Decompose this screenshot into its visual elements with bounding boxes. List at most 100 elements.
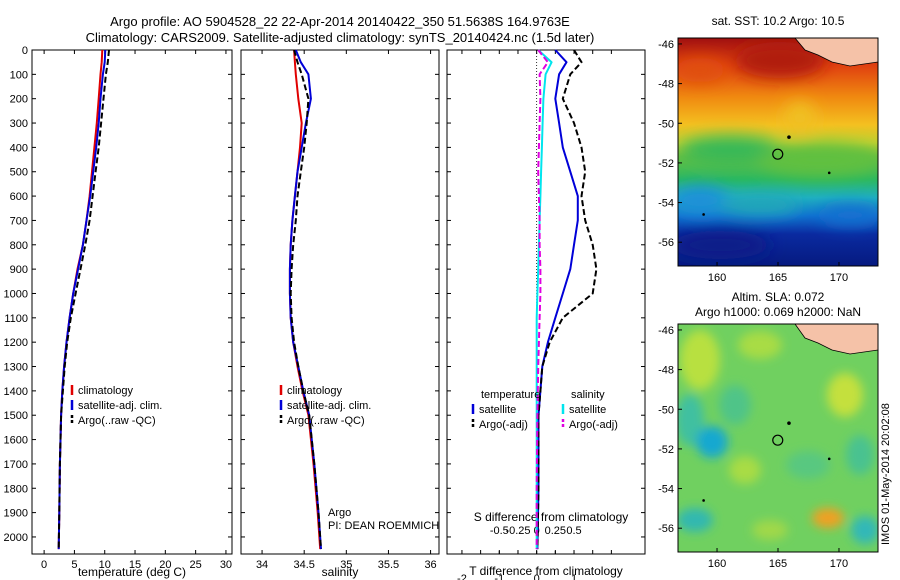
y-tick-label: 200 bbox=[10, 94, 28, 106]
x-tick-label: 20 bbox=[159, 559, 171, 571]
map-y-tick-label: -52 bbox=[658, 158, 674, 170]
legend-entry: satellite bbox=[569, 404, 606, 416]
map-y-tick-label: -54 bbox=[658, 484, 674, 496]
x-tick-label: 30 bbox=[220, 559, 232, 571]
figure-title-line2: Climatology: CARS2009. Satellite-adjuste… bbox=[86, 30, 595, 45]
y-tick-label: 800 bbox=[10, 240, 28, 252]
x-tick-label: 15 bbox=[129, 559, 141, 571]
series-line-3 bbox=[535, 49, 549, 550]
map-y-tick-label: -46 bbox=[658, 325, 674, 337]
x-tick-label: 0 bbox=[41, 559, 47, 571]
map-x-tick-label: 160 bbox=[708, 558, 726, 570]
secondary-tick-label: 0.5 bbox=[566, 525, 581, 537]
map-y-tick-label: -48 bbox=[658, 79, 674, 91]
series-line-1 bbox=[536, 49, 598, 550]
map-x-tick-label: 165 bbox=[769, 272, 787, 284]
y-tick-label: 100 bbox=[10, 69, 28, 81]
y-tick-label: 1100 bbox=[4, 313, 28, 325]
y-tick-label: 2000 bbox=[4, 532, 28, 544]
x-axis-label: temperature (deg C) bbox=[78, 565, 186, 579]
y-tick-label: 600 bbox=[10, 191, 28, 203]
timestamp-stamp: IMOS 01-May-2014 20:02:08 bbox=[880, 403, 892, 545]
sla-map-title-line2: Argo h1000: 0.069 h2000: NaN bbox=[695, 305, 861, 319]
x-tick-label: 35.5 bbox=[378, 559, 399, 571]
y-tick-label: 1400 bbox=[4, 386, 28, 398]
y-tick-label: 300 bbox=[10, 118, 28, 130]
y-tick-label: 0 bbox=[22, 45, 28, 57]
secondary-tick-label: 0.25 bbox=[545, 525, 566, 537]
x-axis-label-secondary: S difference from climatology bbox=[474, 510, 629, 524]
island-marker bbox=[827, 457, 831, 461]
x-tick-label: 1 bbox=[571, 573, 577, 580]
figure-title-line1: Argo profile: AO 5904528_22 22-Apr-2014 … bbox=[110, 14, 570, 29]
map-y-tick-label: -56 bbox=[658, 237, 674, 249]
x-tick-label: -1 bbox=[494, 573, 504, 580]
island-marker bbox=[827, 171, 831, 175]
map-x-tick-label: 165 bbox=[769, 558, 787, 570]
x-tick-label: 0 bbox=[534, 573, 540, 580]
map-y-tick-label: -50 bbox=[658, 118, 674, 130]
y-tick-label: 1700 bbox=[4, 459, 28, 471]
x-axis-label: T difference from climatology bbox=[469, 564, 623, 578]
map-x-tick-label: 170 bbox=[830, 558, 848, 570]
plot-frame bbox=[446, 49, 646, 555]
map-y-tick-label: -46 bbox=[658, 39, 674, 51]
x-tick-label: 34 bbox=[256, 559, 268, 571]
y-tick-label: 400 bbox=[10, 142, 28, 154]
series-line-2 bbox=[57, 49, 110, 550]
legend-entry: Argo(..raw -QC) bbox=[78, 415, 156, 427]
y-tick-label: 1500 bbox=[4, 410, 28, 422]
legend-entry: climatology bbox=[78, 385, 134, 397]
salinity-profile-panel: 34 34.5 35 35.5 36 salinity climatology satelli… bbox=[240, 49, 440, 579]
legend-col1-title: temperature bbox=[481, 389, 540, 401]
y-tick-label: 1000 bbox=[4, 288, 28, 300]
x-tick-label: 10 bbox=[99, 559, 111, 571]
x-tick-label: 25 bbox=[190, 559, 202, 571]
argo-position-marker bbox=[772, 434, 784, 446]
annotation-pi: PI: DEAN ROEMMICH bbox=[328, 520, 439, 532]
plot-frame bbox=[240, 49, 440, 555]
legend-entry: Argo(-adj) bbox=[479, 419, 528, 431]
legend-entry: satellite bbox=[479, 404, 516, 416]
map-y-tick-label: -54 bbox=[658, 198, 674, 210]
y-tick-label: 1200 bbox=[4, 337, 28, 349]
x-tick-label: 36 bbox=[424, 559, 436, 571]
argo-position-marker bbox=[772, 148, 784, 160]
island-marker bbox=[702, 499, 705, 502]
difference-profile-panel: -2 -1 0 1T difference from climatology S dif… bbox=[446, 49, 646, 580]
x-tick-label: 35 bbox=[340, 559, 352, 571]
sst-map-panel: sat. SST: 10.2 Argo: 10.5 bbox=[678, 14, 878, 266]
legend-entry: satellite-adj. clim. bbox=[78, 400, 162, 412]
y-tick-label: 1900 bbox=[4, 508, 28, 520]
map-axes-3: 160 165 170 -46 -48 -50 -52 -54 -56 bbox=[658, 37, 879, 284]
y-tick-label: 700 bbox=[10, 215, 28, 227]
map-x-tick-label: 170 bbox=[830, 272, 848, 284]
map-y-tick-label: -50 bbox=[658, 404, 674, 416]
island-marker bbox=[702, 213, 705, 216]
legend-entry: Argo(-adj) bbox=[569, 419, 618, 431]
x-tick-label: -2 bbox=[457, 573, 467, 580]
temperature-profile-panel: 0 5 10 15 20 25 300100200300400500600700800900… bbox=[4, 45, 233, 579]
y-tick-label: 1300 bbox=[4, 362, 28, 374]
secondary-tick-label: -0.5 bbox=[490, 525, 509, 537]
island-marker bbox=[787, 421, 791, 425]
annotation-argo: Argo bbox=[328, 507, 351, 519]
y-tick-label: 900 bbox=[10, 264, 28, 276]
x-tick-label: 34.5 bbox=[293, 559, 314, 571]
series-line-2 bbox=[535, 49, 553, 550]
y-tick-label: 1800 bbox=[4, 483, 28, 495]
sla-map-field bbox=[678, 324, 878, 552]
secondary-tick-label: -0.25 bbox=[505, 525, 530, 537]
y-tick-label: 500 bbox=[10, 167, 28, 179]
sla-map-title-line1: Altim. SLA: 0.072 bbox=[732, 290, 825, 304]
legend-col2-title: salinity bbox=[571, 389, 605, 401]
legend-entry: climatology bbox=[287, 385, 343, 397]
x-tick-label: 5 bbox=[71, 559, 77, 571]
map-y-tick-label: -48 bbox=[658, 365, 674, 377]
legend-entry: Argo(..raw -QC) bbox=[287, 415, 365, 427]
map-x-tick-label: 160 bbox=[708, 272, 726, 284]
map-y-tick-label: -52 bbox=[658, 444, 674, 456]
map-axes-4: 160 165 170 -46 -48 -50 -52 -54 -56 bbox=[658, 323, 879, 570]
plot-frame bbox=[31, 49, 233, 555]
